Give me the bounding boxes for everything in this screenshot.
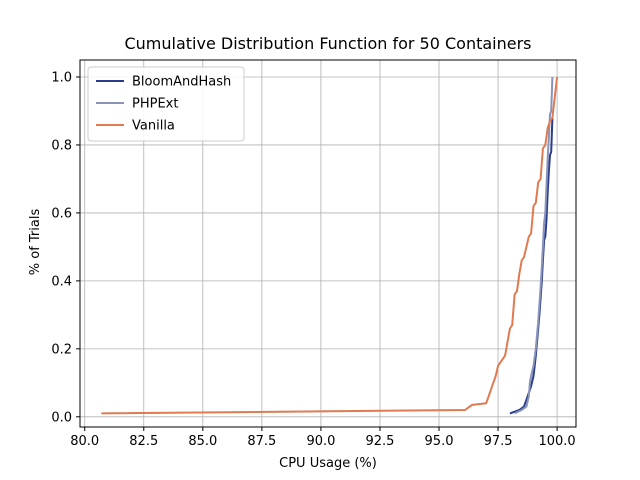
- series-line-vanilla: [101, 76, 559, 415]
- y-tick-label: 0.6: [51, 206, 72, 221]
- series-layer: [101, 76, 559, 415]
- x-tick-label: 92.5: [365, 434, 394, 449]
- x-axis-label: CPU Usage (%): [279, 456, 377, 471]
- legend-label: Vanilla: [132, 119, 175, 134]
- tick-layer: 80.0 82.5 85.0 87.5 90.0 92.5 95.0 97.5 100.0 0.0…: [51, 70, 575, 449]
- y-tick-label: 0.0: [51, 410, 72, 425]
- x-tick-label: 87.5: [247, 434, 276, 449]
- series-line-phpext: [514, 76, 554, 415]
- plot-frame: [79, 59, 577, 428]
- y-tick-label: 0.4: [51, 274, 72, 289]
- x-tick-label: 97.5: [484, 434, 513, 449]
- x-tick-label: 85.0: [188, 434, 217, 449]
- x-tick-label: 80.0: [70, 434, 99, 449]
- y-tick-label: 0.8: [51, 138, 72, 153]
- x-tick-label: 100.0: [538, 434, 575, 449]
- series-line-bloomandhash: [509, 117, 554, 415]
- y-tick-label: 0.2: [51, 342, 72, 357]
- chart-title: Cumulative Distribution Function for 50 …: [124, 34, 531, 53]
- legend-box: [87, 66, 245, 142]
- y-tick-label: 1.0: [51, 70, 72, 85]
- x-tick-label: 95.0: [425, 434, 454, 449]
- y-axis-label: % of Trials: [28, 209, 43, 276]
- x-tick-label: 90.0: [306, 434, 335, 449]
- x-tick-label: 82.5: [129, 434, 158, 449]
- legend: BloomAndHash PHPExt Vanilla: [87, 66, 245, 142]
- legend-label: BloomAndHash: [132, 75, 231, 90]
- grid-layer: [80, 60, 576, 427]
- legend-label: PHPExt: [132, 97, 178, 112]
